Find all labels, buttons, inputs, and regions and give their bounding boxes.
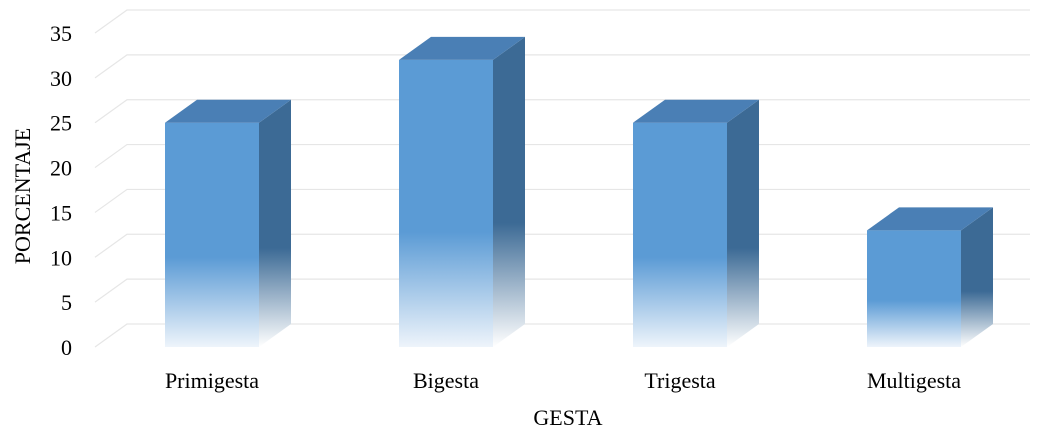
bar <box>399 36 525 348</box>
bar-side <box>961 207 993 347</box>
x-tick-label: Trigesta <box>644 368 716 393</box>
y-tick-label: 20 <box>50 156 72 181</box>
bar-side <box>727 99 759 347</box>
bar-top <box>399 36 525 60</box>
y-tick-label: 35 <box>50 21 72 46</box>
gridline <box>94 9 1030 34</box>
y-tick-label: 5 <box>61 290 72 315</box>
gridline <box>94 54 1030 79</box>
bar-front <box>165 122 259 347</box>
bar-front <box>867 230 961 347</box>
bars <box>165 36 993 348</box>
y-tick-label: 25 <box>50 111 72 136</box>
y-tick-label: 0 <box>61 335 72 360</box>
bar <box>633 99 759 347</box>
bar-top <box>633 99 759 123</box>
x-axis-title: GESTA <box>533 405 602 430</box>
y-tick-label: 30 <box>50 66 72 91</box>
gridlines <box>94 9 1030 348</box>
bar-front <box>633 122 727 347</box>
bar-side <box>259 99 291 347</box>
bar-top <box>867 207 993 231</box>
x-tick-label: Bigesta <box>413 368 479 393</box>
bar-side <box>493 36 525 348</box>
x-tick-label: Primigesta <box>165 368 259 393</box>
y-tick-label: 10 <box>50 245 72 270</box>
bar <box>867 207 993 347</box>
x-tick-label: Multigesta <box>867 368 961 393</box>
bar-top <box>165 99 291 123</box>
y-tick-label: 15 <box>50 200 72 225</box>
x-axis-labels: Primigesta Bigesta Trigesta Multigesta <box>165 368 961 393</box>
bar-front <box>399 59 493 348</box>
y-axis-ticks: 0 5 10 15 20 25 30 35 <box>50 21 72 360</box>
bar <box>165 99 291 347</box>
y-axis-title: PORCENTAJE <box>10 128 35 264</box>
